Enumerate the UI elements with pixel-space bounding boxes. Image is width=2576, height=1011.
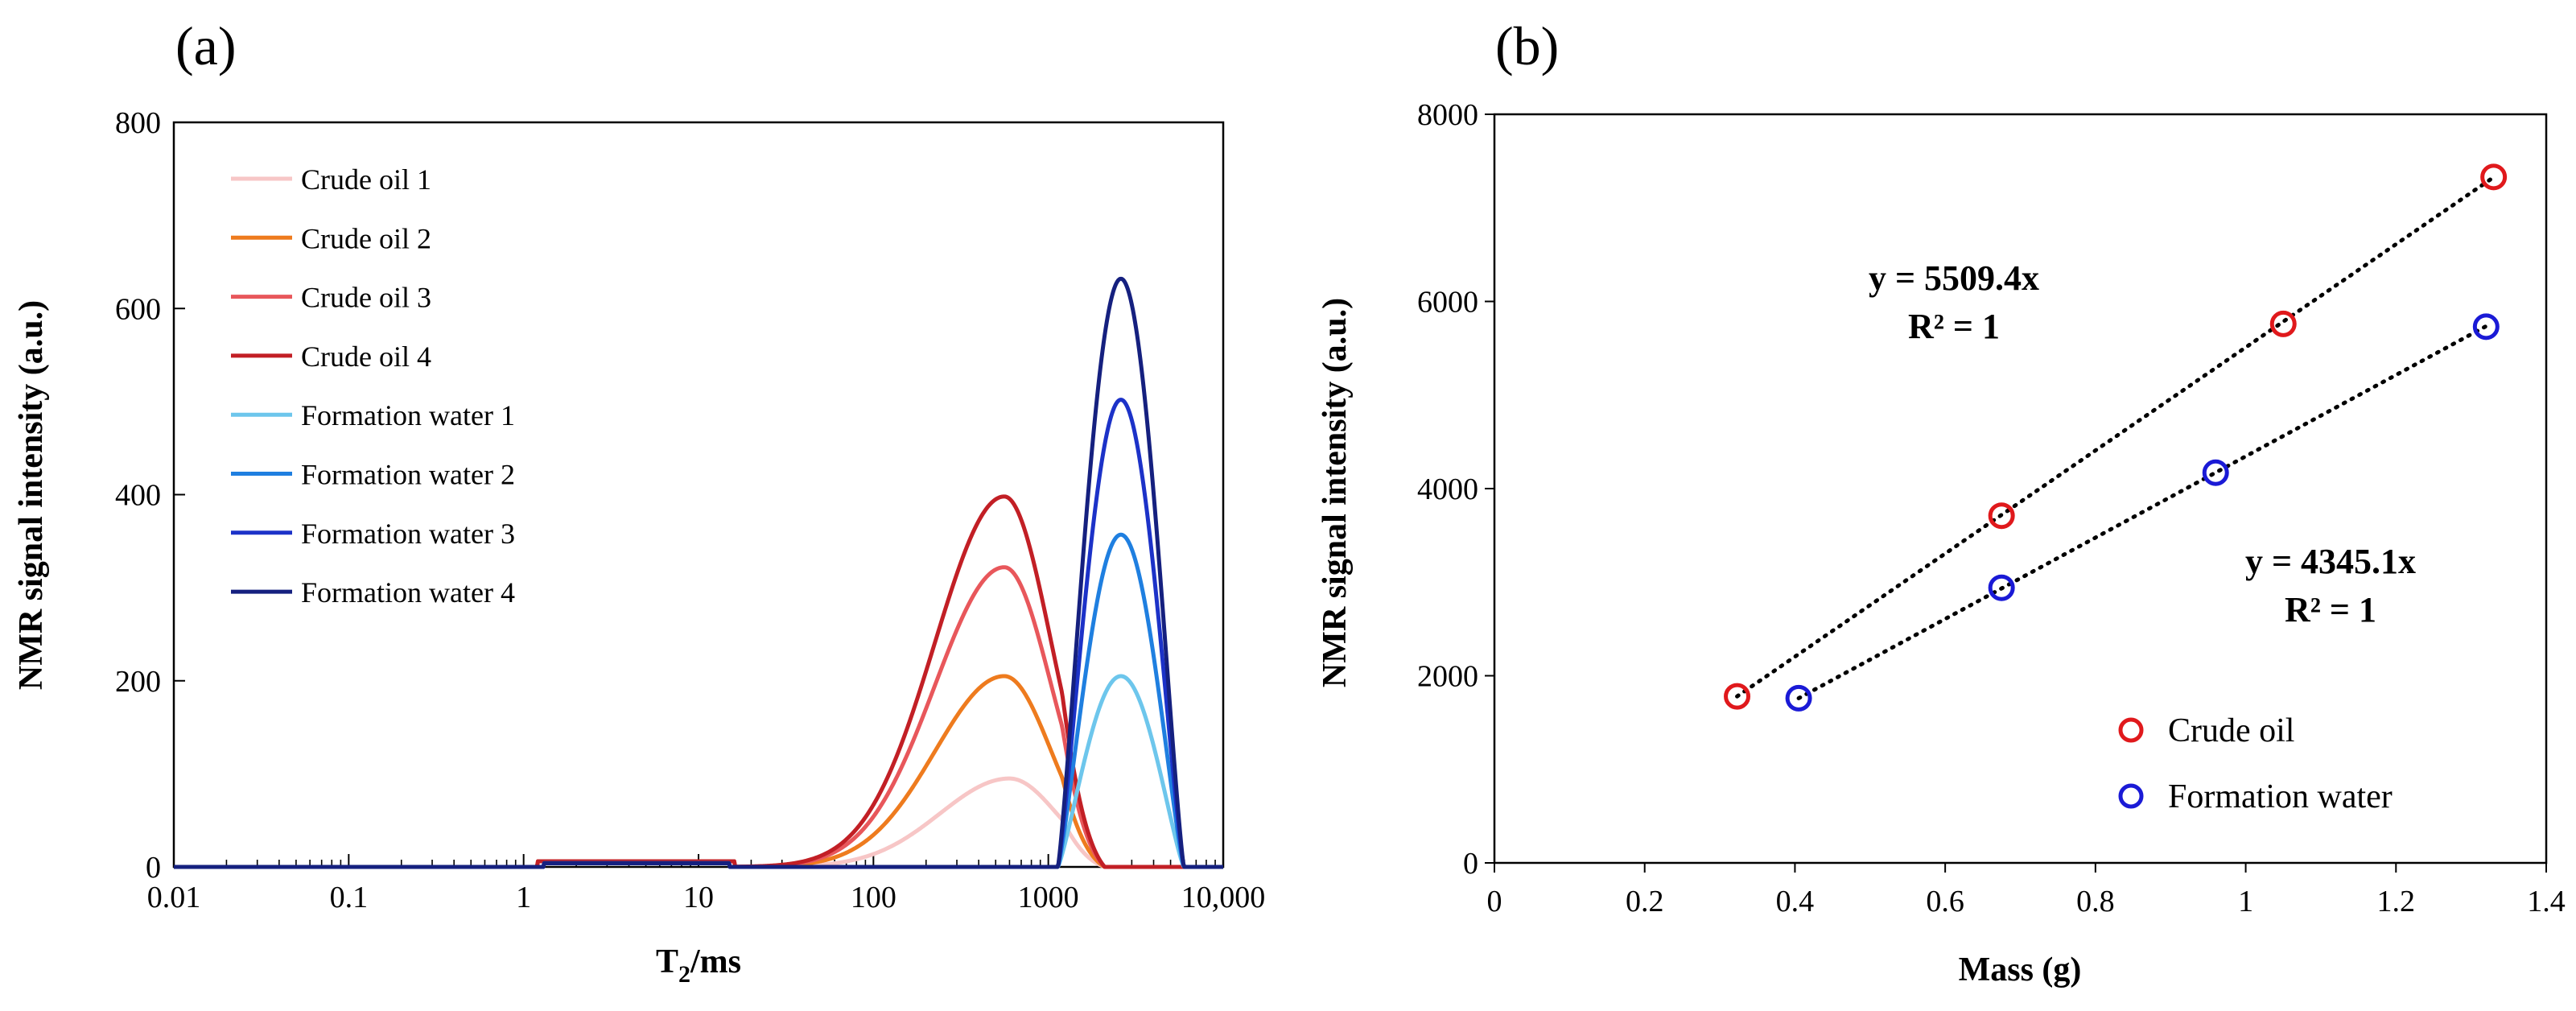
panel-b-points [1724,163,2508,712]
trendline-1 [1735,175,2496,699]
panel-b-x-axis: 0 0.2 0.4 0.6 0.8 1 1.2 1.4 [1487,863,2566,918]
legend-label-8: Formation water 4 [301,576,515,609]
y-tick-label: 2000 [1417,660,1478,694]
panel-a-legend: Crude oil 1 Crude oil 2 Crude oil 3 Crude o… [231,163,515,609]
oil-r2: R² = 1 [1908,307,2000,346]
panel-b-label: (b) [1495,15,1559,76]
legend-label-4: Crude oil 4 [301,340,431,373]
data-point-1-1 [1724,683,1751,710]
legend-marker-2 [2118,783,2144,809]
panel-a-y-title: NMR signal intensity (a.u.) [13,300,50,690]
y-tick-label: 6000 [1417,286,1478,320]
data-point-2-3 [2202,459,2229,486]
panel-b-plot-frame [1493,113,2548,865]
panel-b-x-title: Mass (g) [1959,951,2082,988]
x-tick-label: 1.2 [2377,885,2416,918]
x-tick-label: 0.01 [147,881,201,914]
x-tick-label: 0.6 [1926,885,1964,918]
water-r2: R² = 1 [2285,590,2376,629]
x-tick-label: 1 [516,881,531,914]
data-point-1-3 [2269,310,2297,337]
x-tick-label: 0.8 [2076,885,2115,918]
panel-b-legend: Crude oil Formation water [2118,712,2393,815]
panel-b-y-title: NMR signal intensity (a.u.) [1317,298,1354,687]
x-tick-label: 1 [2238,885,2253,918]
data-point-1-2 [1988,502,2015,530]
panel-a-x-axis: 0.01 0.1 1 10 100 1000 10,000 [147,854,1266,914]
x-title-t: T [656,943,678,980]
data-point-1-4 [2480,163,2508,191]
y-tick-label: 8000 [1417,98,1478,132]
panel-b-y-axis: 0 2000 4000 6000 8000 [1417,98,1494,881]
x-tick-label: 10,000 [1181,881,1266,914]
x-tick-label: 0.1 [330,881,369,914]
y-tick-label: 600 [115,292,161,326]
x-tick-label: 0.4 [1776,885,1815,918]
panel-b: (b) 0 2000 4000 6000 8000 0 0.2 0.4 0.6 0.8 1 1.2 1… [1317,15,2566,988]
series-line-8 [172,276,1225,869]
panel-a-y-axis: 0 200 400 600 800 [115,106,185,885]
panel-a-label: (a) [175,15,236,76]
y-tick-label: 4000 [1417,472,1478,506]
y-tick-label: 200 [115,665,161,699]
y-tick-label: 800 [115,106,161,140]
x-tick-label: 100 [851,881,896,914]
legend-label-5: Formation water 1 [301,399,515,431]
legend-label-3: Crude oil 3 [301,282,431,314]
panel-a-x-title: T2/ms [656,943,741,988]
legend-label-1: Crude oil 1 [301,163,431,196]
y-tick-label: 0 [1463,847,1478,881]
oil-equation: y = 5509.4x [1869,258,2039,298]
x-tick-label: 1.4 [2527,885,2566,918]
legend-marker-1 [2118,717,2144,743]
legend-label-1: Crude oil [2168,712,2294,749]
data-point-2-2 [1988,574,2015,601]
legend-label-2: Crude oil 2 [301,222,431,254]
y-tick-label: 0 [146,851,161,885]
x-tick-label: 0 [1487,885,1502,918]
x-tick-label: 1000 [1018,881,1079,914]
y-tick-label: 400 [115,479,161,513]
x-tick-label: 0.2 [1626,885,1664,918]
x-title-rest: /ms [690,943,741,980]
panel-b-trendlines [1735,175,2496,700]
water-equation: y = 4345.1x [2245,542,2416,581]
panel-a-series-lines [172,276,1225,869]
legend-label-2: Formation water [2168,778,2393,815]
data-point-2-1 [1785,684,1812,712]
legend-label-6: Formation water 2 [301,459,515,491]
legend-label-7: Formation water 3 [301,518,515,550]
data-point-2-4 [2472,313,2500,340]
x-title-sub: 2 [678,961,690,988]
panel-a: (a) 0 200 400 600 800 0.01 0.1 1 10 100 1000 10,00… [13,15,1265,988]
trendline-2 [1796,324,2488,700]
x-tick-label: 10 [683,881,714,914]
